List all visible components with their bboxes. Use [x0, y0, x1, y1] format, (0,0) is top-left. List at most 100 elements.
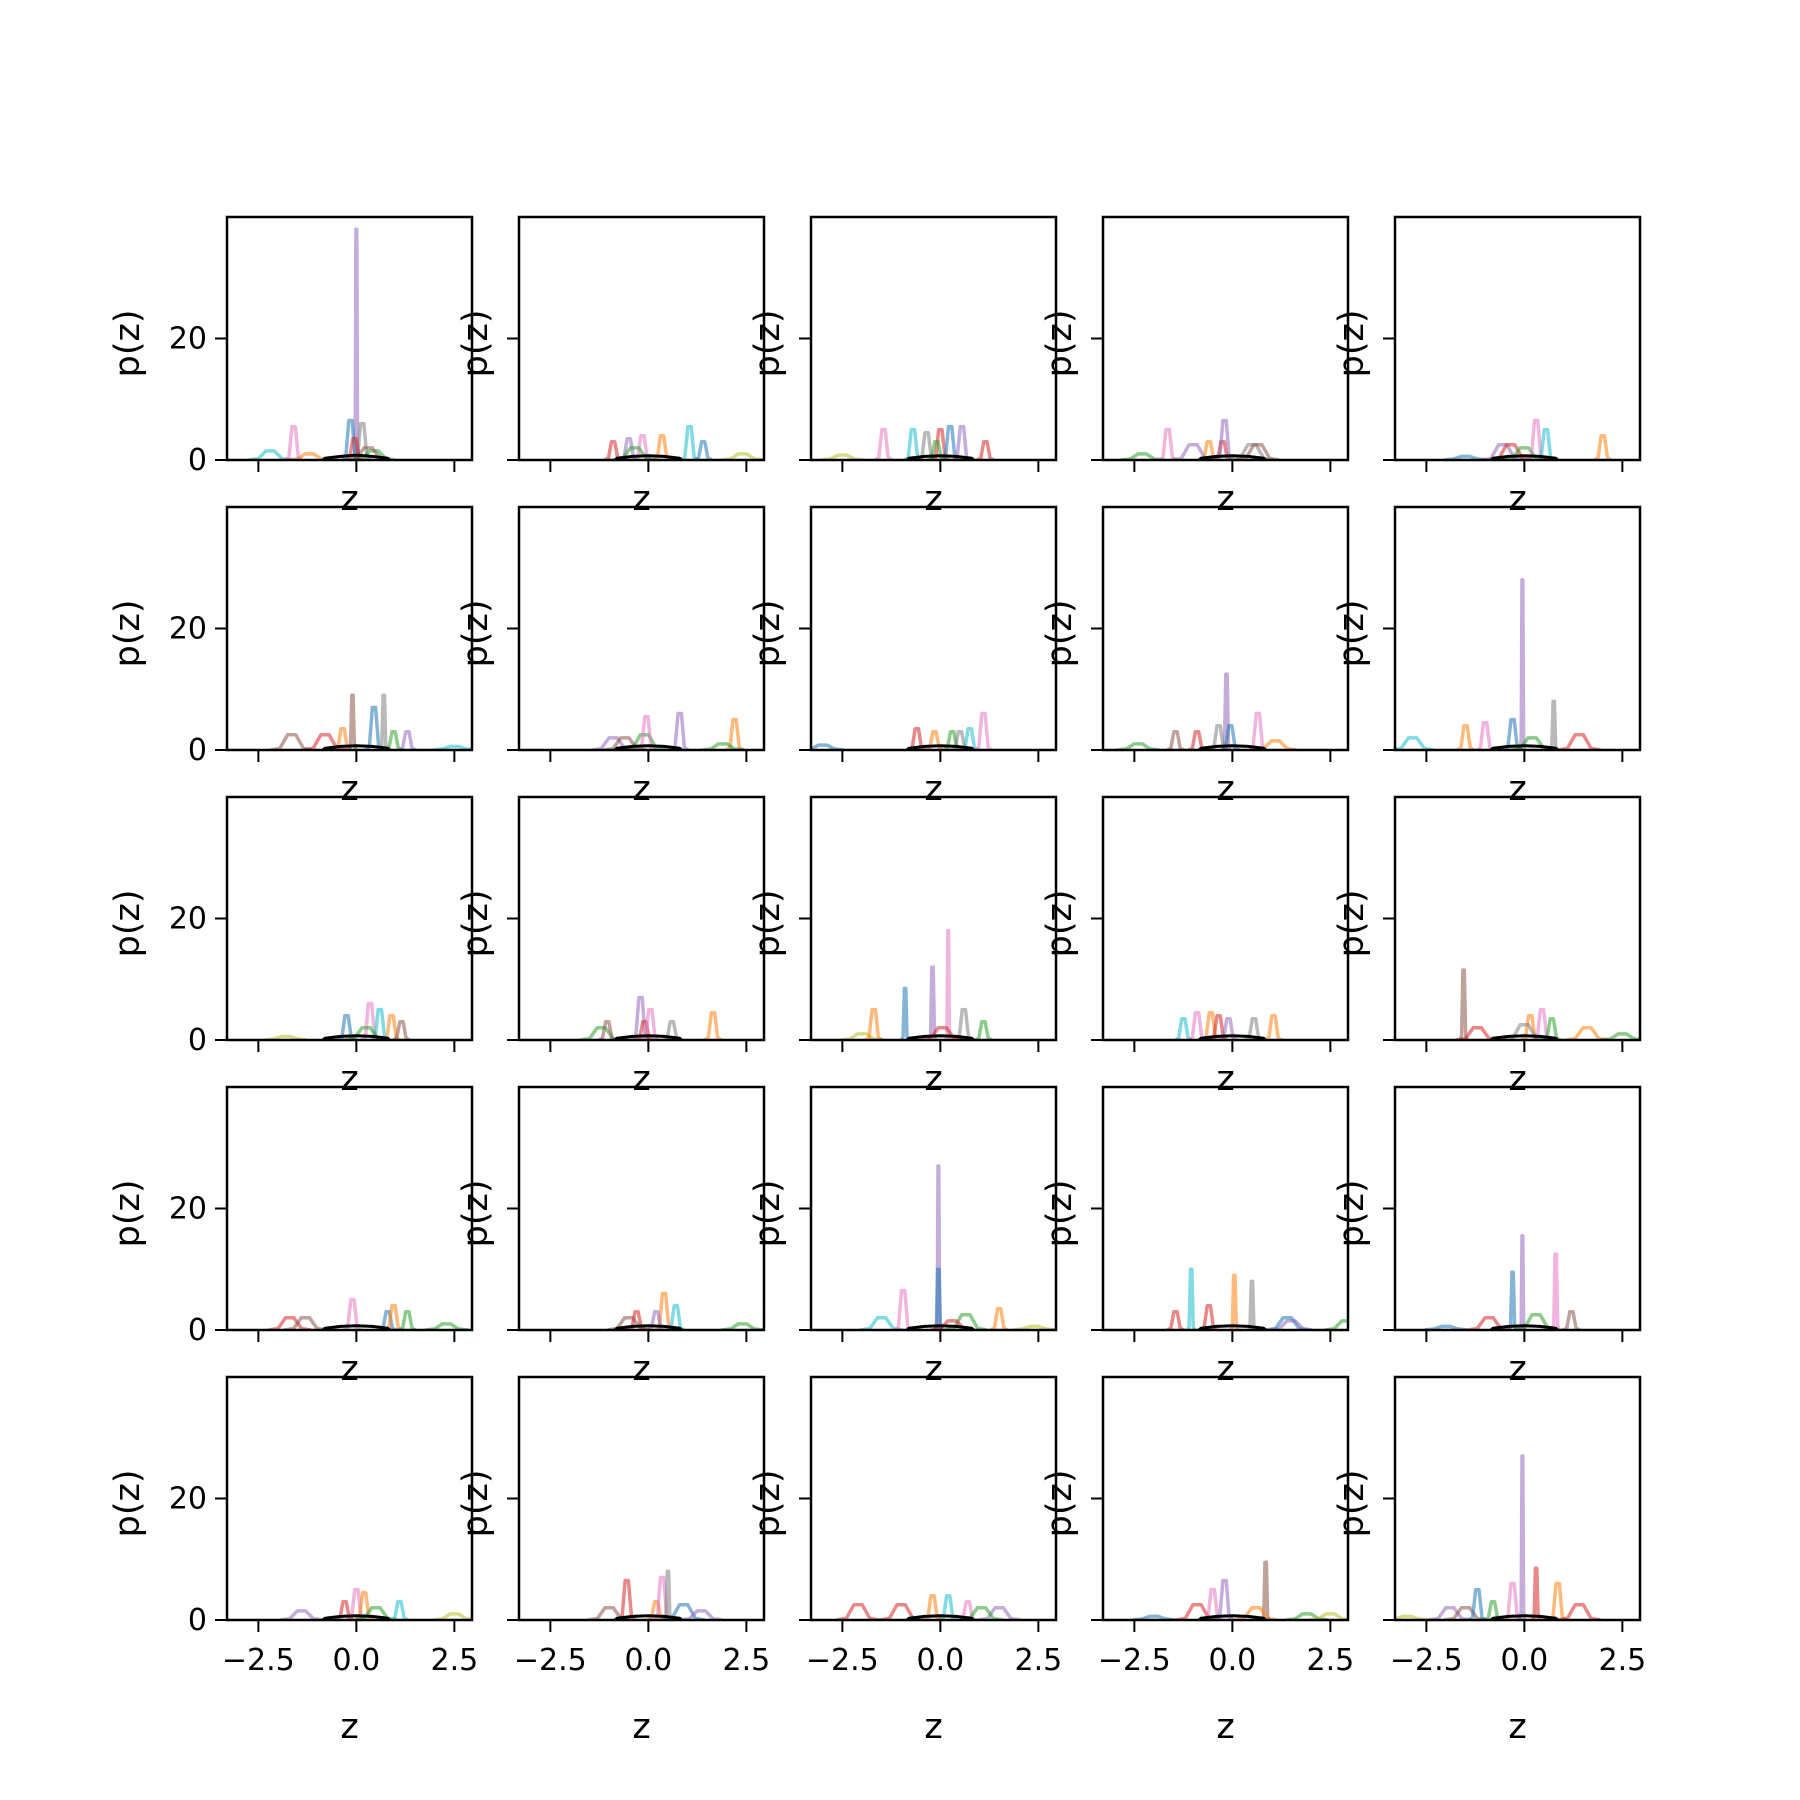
density-curve-black — [613, 744, 683, 750]
density-curve-purple — [1215, 1578, 1235, 1620]
curves — [1166, 1267, 1348, 1330]
x-axis-label: z — [1216, 769, 1234, 809]
density-curve-pink — [343, 1297, 362, 1330]
x-tick-label: −2.5 — [222, 1643, 295, 1678]
x-axis-label: z — [340, 1349, 358, 1389]
x-tick-label: 0.0 — [333, 1643, 381, 1678]
density-curve-orange — [1456, 723, 1475, 750]
y-axis-label: p(z) — [1332, 1179, 1372, 1247]
density-curve-orange — [923, 1593, 942, 1620]
curves — [268, 1297, 468, 1330]
axes-frame — [1393, 795, 1642, 1042]
curves — [860, 1164, 1056, 1330]
density-curve-blue — [364, 705, 384, 750]
density-curve-black — [613, 1034, 683, 1040]
density-curve-black — [905, 744, 975, 750]
curves — [591, 711, 745, 750]
x-tick-label: −2.5 — [1390, 1643, 1463, 1678]
y-tick-label: 20 — [169, 322, 207, 357]
y-axis-label: p(z) — [108, 889, 148, 957]
y-tick-label: 0 — [188, 1023, 207, 1058]
subplot-22: −2.5 0.0 2.5 z p(z) — [456, 1375, 771, 1747]
y-axis-label: p(z) — [748, 1179, 788, 1247]
density-curve-red — [627, 1310, 646, 1330]
subplot-17: z p(z) — [456, 1085, 766, 1389]
subplot-9: z p(z) — [1040, 505, 1350, 809]
density-curve-orange — [925, 730, 944, 750]
x-axis-label: z — [340, 1059, 358, 1099]
subplot-10: z p(z) — [1332, 505, 1642, 809]
density-curve-pink — [874, 427, 893, 460]
density-curve-cyan — [1395, 736, 1435, 750]
x-axis-label: z — [1216, 479, 1234, 519]
density-curve-black — [321, 1034, 391, 1040]
density-curve-purple — [280, 1609, 323, 1620]
density-curve-green — [927, 440, 946, 460]
density-curve-orange — [1264, 1013, 1283, 1040]
subplot-24: −2.5 0.0 2.5 z p(z) — [1040, 1375, 1354, 1747]
density-curve-black — [1197, 1614, 1267, 1620]
density-curve-pink — [893, 1288, 913, 1330]
y-axis-label: p(z) — [456, 1469, 496, 1537]
density-curve-red — [976, 440, 995, 460]
subplot-13: z p(z) — [748, 795, 1058, 1099]
density-curve-pink — [1187, 1010, 1207, 1040]
x-axis-label: z — [340, 1707, 358, 1747]
axes-frame — [225, 1375, 474, 1622]
density-curve-green — [942, 730, 962, 750]
density-curve-black — [613, 1614, 683, 1620]
density-curve-red — [1557, 733, 1601, 750]
axes-frame — [517, 215, 766, 462]
subplot-12: z p(z) — [456, 795, 766, 1099]
y-axis-label: p(z) — [1040, 1179, 1080, 1247]
density-curve-pink — [1550, 1252, 1561, 1330]
density-curve-orange — [1229, 1273, 1240, 1330]
axes-frame — [1393, 1375, 1642, 1622]
density-curve-gray — [1548, 699, 1559, 750]
curves — [811, 711, 993, 750]
density-curve-cyan — [903, 427, 923, 460]
subplot-16: 0 20 z p(z) — [108, 1085, 474, 1389]
density-curve-purple — [1518, 1454, 1527, 1620]
density-curve-purple — [398, 730, 417, 750]
density-curve-pink — [636, 714, 656, 750]
density-curve-orange — [864, 1007, 884, 1040]
density-curve-brown — [1458, 968, 1469, 1040]
density-curve-black — [1197, 454, 1267, 460]
density-curve-gray — [1246, 1279, 1258, 1330]
density-curve-purple — [670, 711, 690, 750]
y-tick-label: 20 — [169, 1482, 207, 1517]
density-curve-black — [1197, 744, 1267, 750]
y-axis-label: p(z) — [456, 889, 496, 957]
density-curve-black — [905, 454, 975, 460]
subplot-3: z p(z) — [748, 215, 1058, 519]
x-axis-label: z — [1508, 769, 1526, 809]
y-axis-label: p(z) — [108, 1469, 148, 1537]
curves — [1455, 968, 1640, 1040]
subplot-25: −2.5 0.0 2.5 z p(z) — [1332, 1375, 1646, 1747]
x-axis-label: z — [632, 1349, 650, 1389]
density-curve-black — [1489, 1034, 1559, 1040]
axes-frame — [517, 505, 766, 752]
subplot-4: z p(z) — [1040, 215, 1350, 519]
y-axis-label: p(z) — [456, 599, 496, 667]
y-axis-label: p(z) — [108, 1179, 148, 1247]
x-tick-label: 2.5 — [1015, 1643, 1063, 1678]
curves — [587, 1569, 723, 1620]
density-curve-cyan — [390, 1600, 409, 1620]
y-axis-label: p(z) — [456, 309, 496, 377]
density-curve-brown — [392, 1020, 411, 1040]
axes-frame — [1101, 1085, 1350, 1332]
x-tick-label: 2.5 — [723, 1643, 771, 1678]
x-axis-label: z — [1216, 1707, 1234, 1747]
density-curve-black — [905, 1034, 975, 1040]
density-curve-black — [321, 453, 391, 460]
subplot-23: −2.5 0.0 2.5 z p(z) — [748, 1375, 1063, 1747]
x-axis-label: z — [924, 1059, 942, 1099]
density-curve-purple — [927, 965, 938, 1040]
y-axis-label: p(z) — [748, 1469, 788, 1537]
axes-frame — [225, 795, 474, 1042]
axes-frame — [809, 215, 1058, 462]
y-axis-label: p(z) — [1332, 1469, 1372, 1537]
x-tick-label: 0.0 — [625, 1643, 673, 1678]
